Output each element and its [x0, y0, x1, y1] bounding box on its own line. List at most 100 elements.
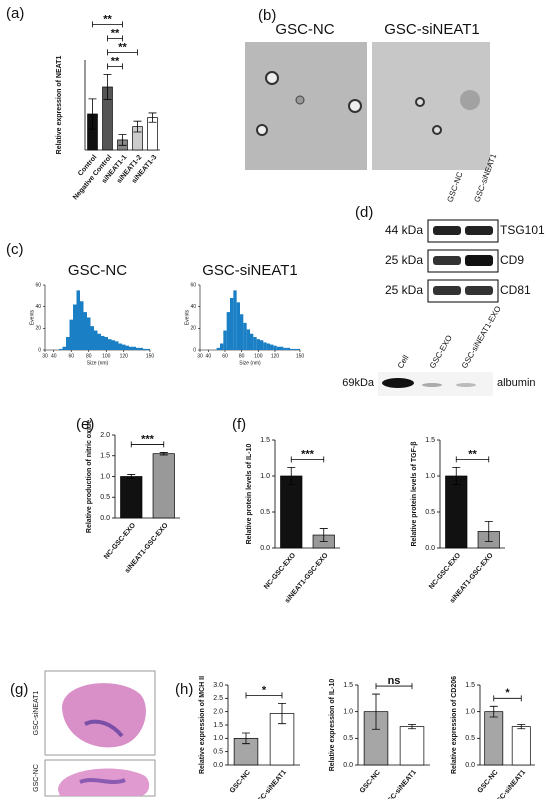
histogram-bar — [223, 330, 227, 350]
x-tick-label: 150 — [296, 353, 305, 359]
histology-label: GSC-NC — [33, 764, 40, 792]
y-axis-label: Relative expression of NEAT1 — [56, 56, 63, 155]
significance-label: * — [262, 684, 267, 696]
histogram-bar — [260, 340, 264, 350]
y-tick-label: 2.0 — [213, 709, 223, 716]
error-bar — [103, 74, 112, 100]
y-tick-label: 1.0 — [425, 473, 435, 480]
size-label: 44 kDa — [385, 223, 423, 237]
bar — [152, 453, 175, 519]
histogram-bar — [73, 304, 77, 350]
histogram-bar — [139, 347, 143, 350]
y-tick-label: 1.5 — [213, 722, 223, 729]
histogram-bar — [286, 347, 290, 350]
lane-label: GSC-siNEAT1-EXO — [460, 304, 503, 370]
error-bar — [452, 466, 461, 486]
histogram-bar — [230, 298, 234, 350]
y-tick-label: 20 — [35, 326, 41, 332]
histogram-bar — [266, 343, 270, 350]
y-tick-label: 60 — [190, 282, 196, 288]
bar — [399, 726, 425, 766]
significance-bracket — [245, 692, 283, 699]
y-tick-label: 1.0 — [343, 709, 353, 716]
error-bar — [517, 724, 526, 730]
significance-label: ** — [111, 27, 120, 39]
x-axis-label: Size (nm) — [87, 360, 109, 366]
y-tick-label: 0.0 — [260, 545, 270, 552]
histogram-bar — [132, 346, 136, 350]
significance-bracket — [455, 456, 490, 463]
y-tick-label: 1.5 — [100, 453, 110, 460]
histogram-bar — [226, 312, 230, 350]
bar — [511, 726, 531, 766]
histogram-bar — [250, 333, 254, 350]
histogram-bar — [270, 344, 274, 350]
x-tick-label: GSC-siNEAT1 — [383, 769, 418, 799]
x-tick-label: 30 — [42, 353, 48, 359]
histogram-bar — [263, 342, 267, 350]
histogram-bar — [118, 343, 122, 350]
histogram-bar — [290, 348, 294, 350]
y-tick-label: 1.0 — [465, 709, 475, 716]
x-tick-label: GSC-NC — [477, 769, 500, 795]
histogram-bar — [69, 319, 73, 350]
size-label: 25 kDa — [385, 253, 423, 267]
y-tick-label: 0.0 — [213, 762, 223, 769]
error-bar — [133, 120, 142, 133]
error-bar — [148, 112, 157, 123]
x-tick-label: 120 — [120, 353, 129, 359]
size-label: 69kDa — [342, 377, 375, 389]
histogram-bar — [220, 343, 224, 350]
error-bar — [88, 98, 97, 130]
y-axis-label: Events — [184, 309, 190, 325]
protein-label: CD81 — [500, 283, 531, 297]
x-tick-label: 60 — [222, 353, 228, 359]
panel-letter: (g) — [10, 681, 28, 698]
y-tick-label: 40 — [190, 304, 196, 310]
histogram-bar — [280, 346, 284, 350]
histogram-bar — [115, 341, 119, 350]
bar — [120, 476, 143, 519]
y-tick-label: 40 — [35, 304, 41, 310]
x-tick-label: 30 — [197, 353, 203, 359]
y-axis-label: Relative protein levels of IL-10 — [246, 444, 253, 545]
histogram-bar — [80, 301, 84, 350]
y-tick-label: 0.0 — [425, 545, 435, 552]
protein-label: albumin — [497, 377, 536, 389]
y-tick-label: 1.0 — [100, 473, 110, 480]
y-tick-label: 0.5 — [425, 509, 435, 516]
bar — [280, 475, 303, 549]
y-axis-label: Relative expression of CD206 — [451, 676, 458, 774]
panel-letter: (e) — [76, 416, 94, 433]
y-tick-label: 0.0 — [343, 762, 353, 769]
x-tick-label: GSC-NC — [359, 769, 382, 795]
y-tick-label: 2.0 — [100, 432, 110, 439]
histogram-bar — [83, 312, 87, 350]
lane-label: GSC-EXO — [428, 334, 454, 370]
histogram-bar — [97, 333, 101, 350]
x-tick-label: 40 — [206, 353, 212, 359]
error-bar — [242, 732, 250, 745]
x-tick-label: 150 — [146, 353, 155, 359]
chart-title: GSC-NC — [68, 262, 127, 279]
lane-label: Cell — [396, 353, 411, 370]
y-tick-label: 0.5 — [213, 749, 223, 756]
error-bar — [159, 452, 168, 456]
protein-label: CD9 — [500, 253, 524, 267]
histogram-bar — [246, 329, 250, 350]
y-tick-label: 1.5 — [260, 437, 270, 444]
x-tick-label: 120 — [271, 353, 280, 359]
histogram-bar — [76, 290, 80, 350]
histology-label: GSC-siNEAT1 — [33, 691, 40, 736]
panel-letter: (b) — [258, 7, 276, 24]
histogram-bar — [108, 339, 112, 350]
histogram-bar — [233, 290, 237, 350]
significance-bracket — [375, 683, 413, 690]
y-tick-label: 0.5 — [260, 509, 270, 516]
histogram-bar — [276, 346, 280, 350]
x-tick-label: 80 — [239, 353, 245, 359]
y-tick-label: 1.0 — [213, 735, 223, 742]
size-label: 25 kDa — [385, 283, 423, 297]
histogram-bar — [129, 346, 133, 350]
histogram-bar — [87, 317, 91, 350]
